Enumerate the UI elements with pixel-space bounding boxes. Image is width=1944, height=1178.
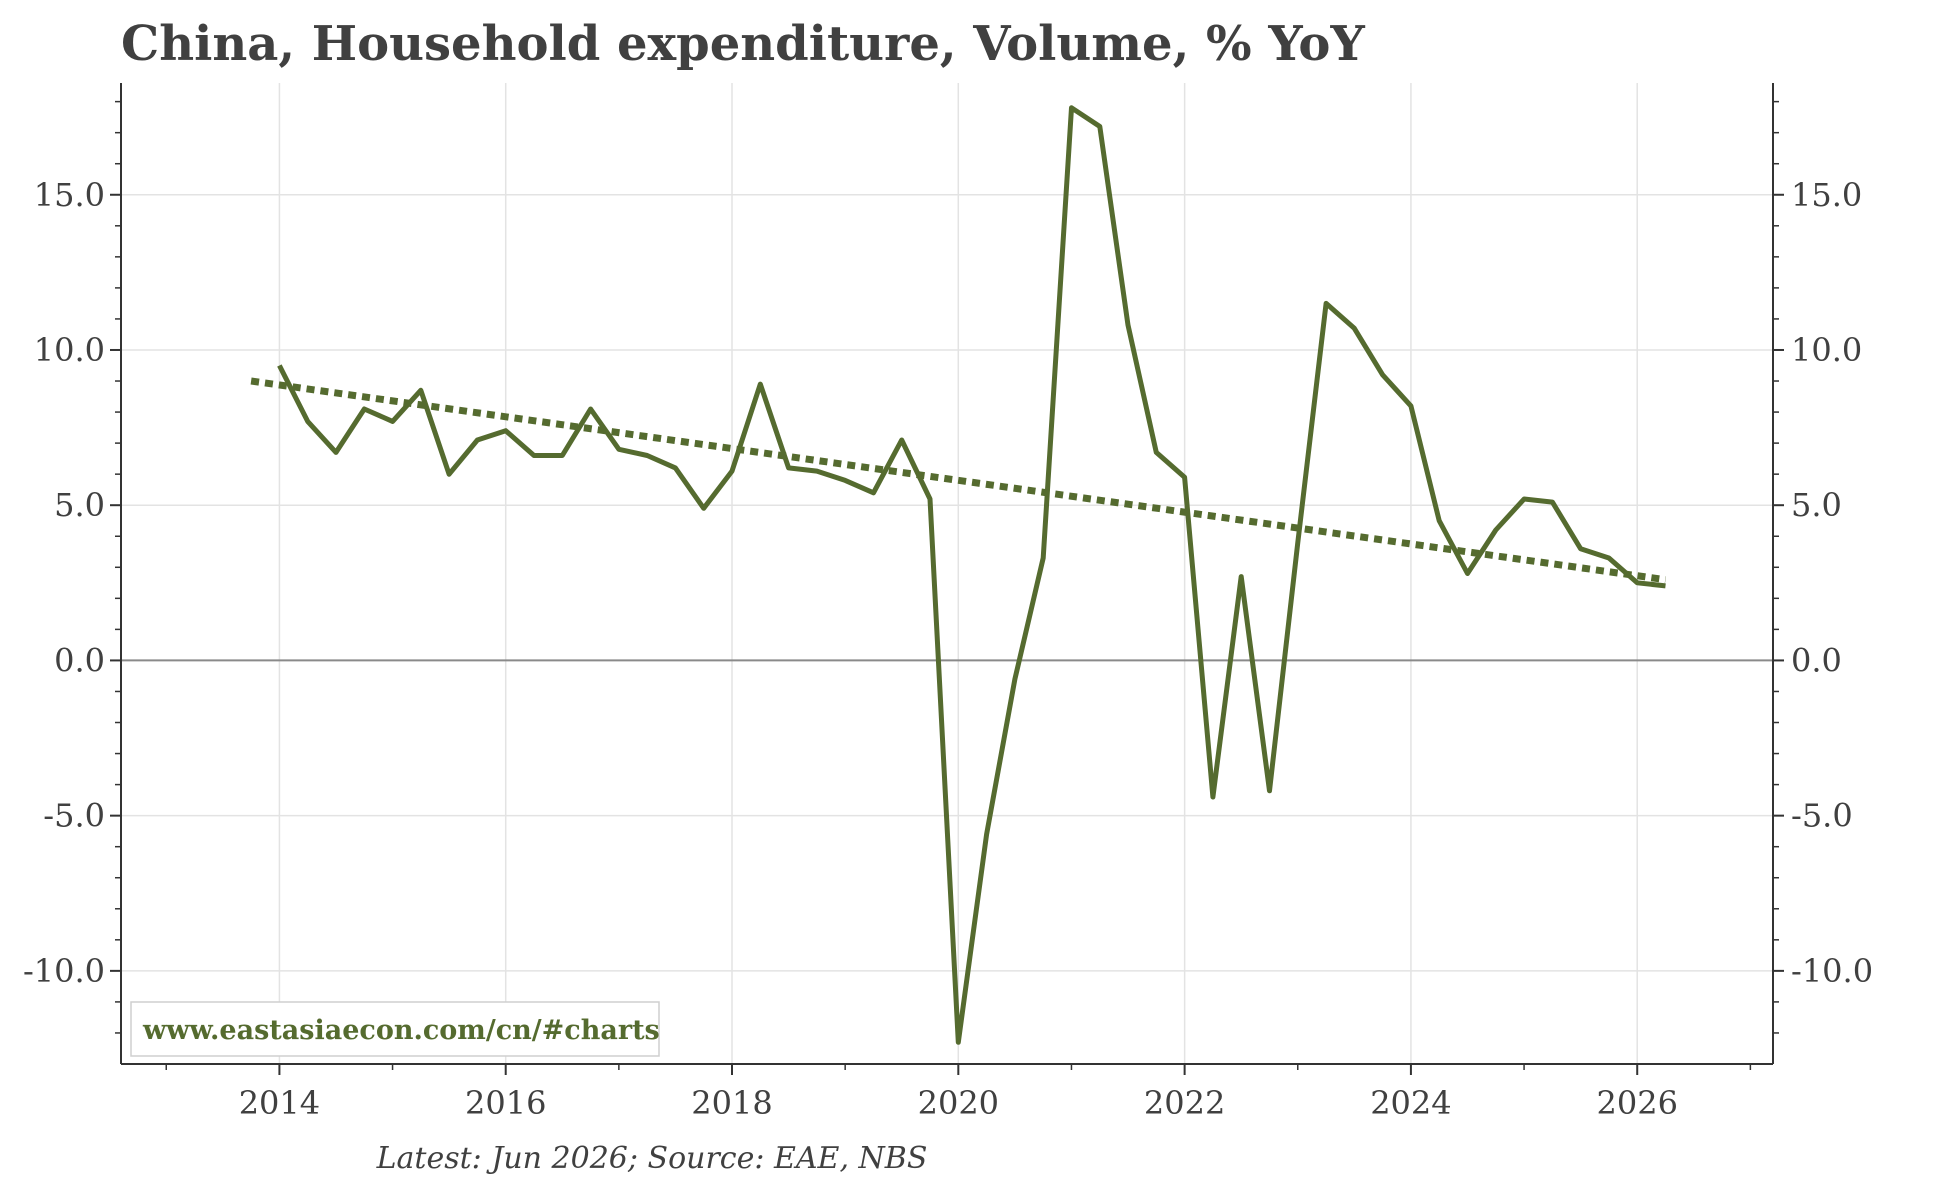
y-tick-label-right: 0.0 bbox=[1791, 641, 1842, 679]
y-tick-label-right: -10.0 bbox=[1791, 952, 1873, 990]
series-line bbox=[277, 105, 1666, 1045]
y-tick-label-right: 15.0 bbox=[1791, 176, 1862, 214]
chart-title: China, Household expenditure, Volume, % … bbox=[121, 16, 1365, 72]
y-tick-label-left: -5.0 bbox=[43, 797, 105, 835]
y-tick-label-right: -5.0 bbox=[1791, 797, 1853, 835]
x-tick-label: 2016 bbox=[465, 1084, 546, 1122]
x-tick-label: 2018 bbox=[691, 1084, 772, 1122]
watermark-frame bbox=[130, 1001, 660, 1057]
x-tick-label: 2014 bbox=[239, 1084, 320, 1122]
x-tick-label: 2022 bbox=[1144, 1084, 1225, 1122]
x-tick-label: 2024 bbox=[1370, 1084, 1451, 1122]
trend-line bbox=[250, 377, 1666, 584]
watermark-box: www.eastasiaecon.com/cn/#charts bbox=[130, 1001, 660, 1057]
watermark-text: www.eastasiaecon.com/cn/#charts bbox=[142, 1015, 660, 1046]
chart-footer: Latest: Jun 2026; Source: EAE, NBS bbox=[376, 1141, 928, 1176]
x-tick-label: 2026 bbox=[1597, 1084, 1678, 1122]
y-tick-label-left: 15.0 bbox=[34, 176, 105, 214]
y-tick-label-left: -10.0 bbox=[23, 952, 105, 990]
y-tick-label-right: 10.0 bbox=[1791, 331, 1862, 369]
axes: -10.0 -10.0 -5.0 -5.0 0.0 0.0 5.0 5.0 10.0 10.0 15… bbox=[23, 83, 1873, 1122]
y-tick-label-right: 5.0 bbox=[1791, 486, 1842, 524]
x-tick-label: 2020 bbox=[918, 1084, 999, 1122]
grid bbox=[121, 83, 1773, 1064]
y-tick-label-left: 10.0 bbox=[34, 331, 105, 369]
series-layer bbox=[250, 105, 1666, 1045]
y-tick-label-left: 0.0 bbox=[54, 641, 105, 679]
y-tick-label-left: 5.0 bbox=[54, 486, 105, 524]
